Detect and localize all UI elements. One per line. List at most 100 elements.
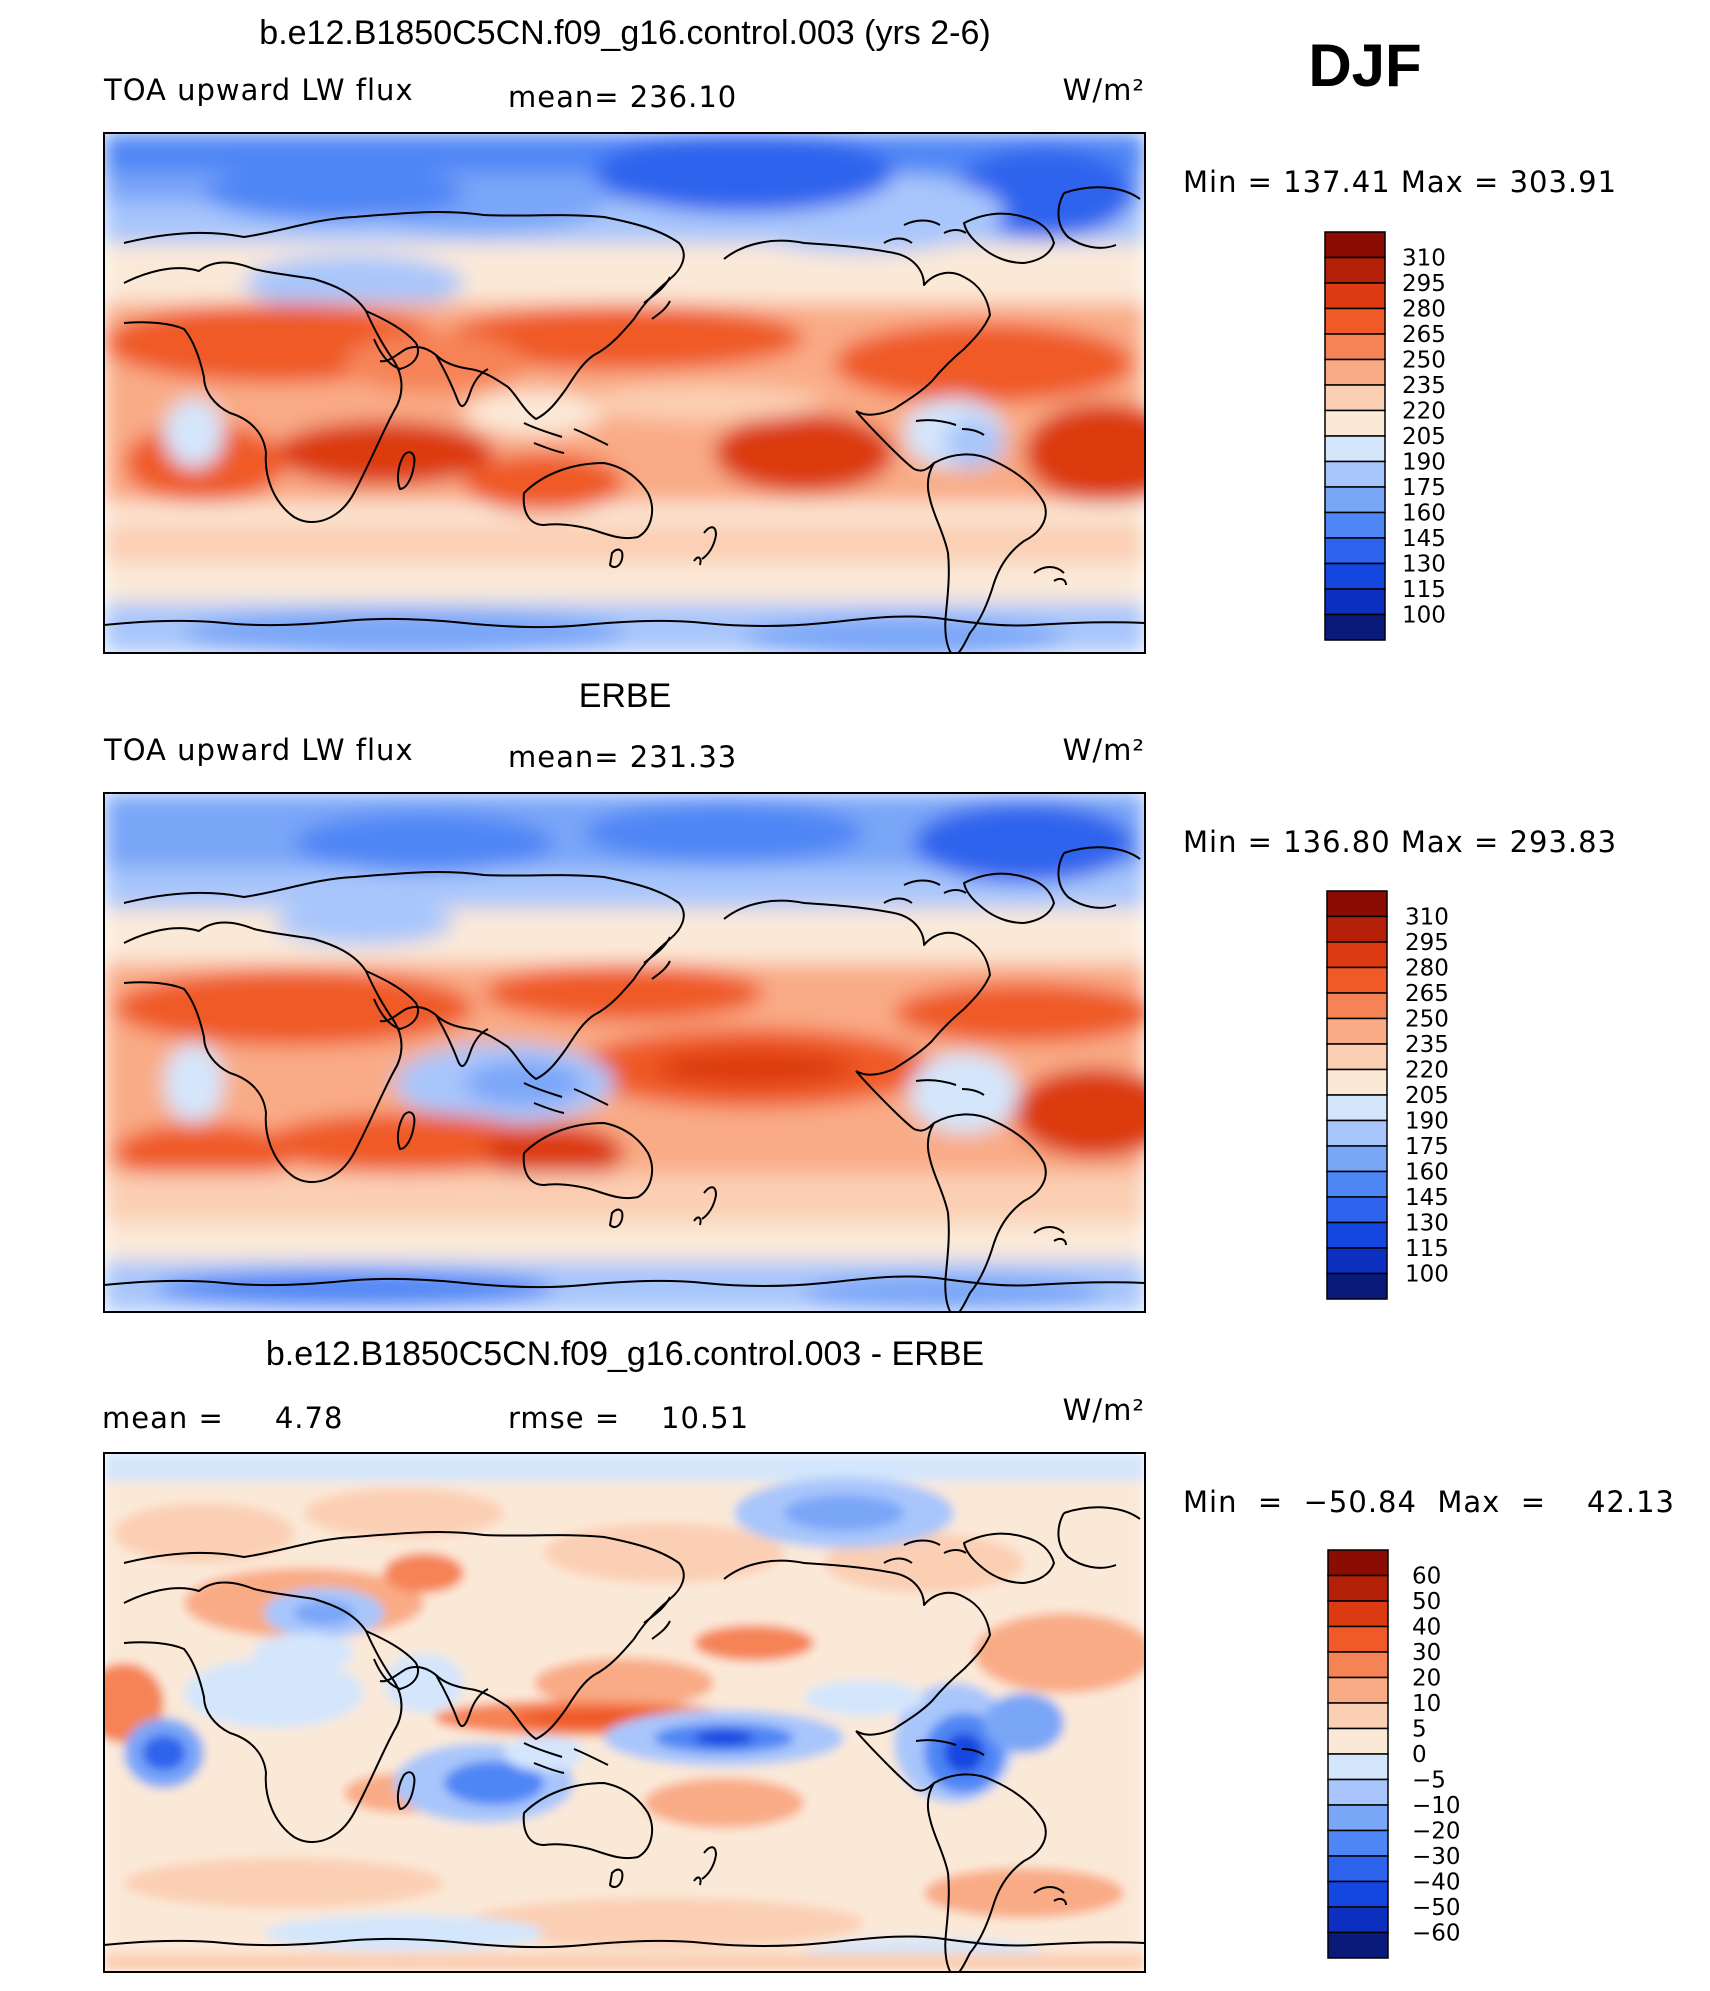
panel1-colorbar: 3102952802652502352202051901751601451301… [1324,231,1446,641]
colorbar-tick-label: 10 [1412,1691,1441,1717]
colorbar-tick-label: 115 [1405,1236,1449,1262]
colorbar-box [1327,1906,1389,1934]
panel2-title: ERBE [579,677,672,715]
colorbar-box [1326,1221,1388,1249]
colorbar-box [1324,409,1386,437]
panel3-map-frame [103,1452,1146,1973]
colorbar-box [1327,1676,1389,1704]
colorbar-box [1324,333,1386,361]
panel2-map [104,793,1145,1312]
colorbar-tick-label: 250 [1402,348,1446,374]
colorbar-tick-label: 265 [1405,981,1449,1007]
colorbar-tick-label: 145 [1405,1185,1449,1211]
colorbar-box [1324,282,1386,310]
colorbar-tick-label: 265 [1402,322,1446,348]
colorbar-tick-label: 220 [1402,399,1446,425]
colorbar-box [1327,1549,1389,1577]
panel3-title: b.e12.B1850C5CN.f09_g16.control.003 - ER… [266,1335,984,1373]
colorbar-tick-label: 235 [1405,1032,1449,1058]
colorbar-box [1324,613,1386,641]
colorbar-tick-label: 295 [1402,271,1446,297]
colorbar-tick-label: 280 [1402,297,1446,323]
colorbar-tick-label: 250 [1405,1007,1449,1033]
colorbar-tick-label: 100 [1402,603,1446,629]
colorbar-tick-label: 190 [1402,450,1446,476]
panel2-colorbar: 3102952802652502352202051901751601451301… [1326,890,1449,1300]
colorbar-box [1327,1880,1389,1908]
colorbar-tick-label: 30 [1412,1640,1441,1666]
colorbar-box [1326,890,1388,918]
colorbar-box [1327,1829,1389,1857]
panel1-minmax: Min = 137.41 Max = 303.91 [1183,165,1617,199]
colorbar-tick-label: 295 [1405,930,1449,956]
colorbar-tick-label: 145 [1402,526,1446,552]
colorbar-box [1326,1094,1388,1122]
colorbar-box [1326,915,1388,943]
colorbar-tick-label: −40 [1412,1870,1461,1896]
colorbar-tick-label: 175 [1405,1134,1449,1160]
colorbar-tick-label: 190 [1405,1109,1449,1135]
colorbar-box [1324,231,1386,259]
colorbar-tick-label: −20 [1412,1819,1461,1845]
colorbar-tick-label: −30 [1412,1844,1461,1870]
colorbar-tick-label: 130 [1405,1211,1449,1237]
colorbar-box [1327,1753,1389,1781]
colorbar-box [1324,588,1386,616]
colorbar-tick-label: 220 [1405,1058,1449,1084]
colorbar-tick-label: 235 [1402,373,1446,399]
panel1-title: b.e12.B1850C5CN.f09_g16.control.003 (yrs… [259,14,990,52]
colorbar-box [1327,1625,1389,1653]
colorbar-box [1327,1651,1389,1679]
colorbar-tick-label: 115 [1402,577,1446,603]
colorbar-box [1324,307,1386,335]
colorbar-box [1324,486,1386,514]
colorbar-box [1326,1119,1388,1147]
colorbar-tick-label: 50 [1412,1589,1441,1615]
panel1-mean-label: mean= 236.10 [508,80,737,114]
colorbar-tick-label: −50 [1412,1895,1461,1921]
colorbar-box [1324,358,1386,386]
colorbar-box [1326,941,1388,969]
colorbar-tick-label: −60 [1412,1921,1461,1947]
colorbar-box [1324,511,1386,539]
colorbar-box [1324,460,1386,488]
panel2-variable-label: TOA upward LW flux [103,733,414,767]
colorbar-box [1326,1170,1388,1198]
colorbar-tick-label: 0 [1412,1742,1427,1768]
colorbar-box [1327,1778,1389,1806]
colorbar-box [1326,1068,1388,1096]
panel2-units-label: W/m² [1063,733,1145,767]
colorbar-box [1326,1043,1388,1071]
colorbar-tick-label: 60 [1412,1564,1441,1590]
colorbar-box [1327,1727,1389,1755]
panel1-units-label: W/m² [1063,73,1145,107]
colorbar-tick-label: 310 [1405,905,1449,931]
colorbar-box [1326,1017,1388,1045]
colorbar-box [1324,256,1386,284]
colorbar-tick-label: 160 [1405,1160,1449,1186]
colorbar-box [1324,435,1386,463]
colorbar-box [1326,992,1388,1020]
colorbar-tick-label: 280 [1405,956,1449,982]
colorbar-tick-label: −5 [1412,1768,1446,1794]
colorbar-box [1327,1600,1389,1628]
colorbar-tick-label: 205 [1405,1083,1449,1109]
colorbar-box [1324,384,1386,412]
colorbar-box [1327,1804,1389,1832]
colorbar-tick-label: −10 [1412,1793,1461,1819]
colorbar-box [1324,537,1386,565]
colorbar-tick-label: 205 [1402,424,1446,450]
panel3-minmax: Min = −50.84 Max = 42.13 [1183,1485,1675,1519]
colorbar-box [1327,1931,1389,1959]
panel2-minmax: Min = 136.80 Max = 293.83 [1183,825,1617,859]
colorbar-tick-label: 175 [1402,475,1446,501]
panel1-map-frame [103,132,1146,654]
colorbar-box [1326,1196,1388,1224]
colorbar-tick-label: 310 [1402,246,1446,272]
colorbar-box [1327,1574,1389,1602]
panel2-map-frame [103,792,1146,1313]
panel3-mean-label: mean = 4.78 [102,1401,343,1435]
panel2-mean-label: mean= 231.33 [508,740,737,774]
colorbar-box [1326,1272,1388,1300]
